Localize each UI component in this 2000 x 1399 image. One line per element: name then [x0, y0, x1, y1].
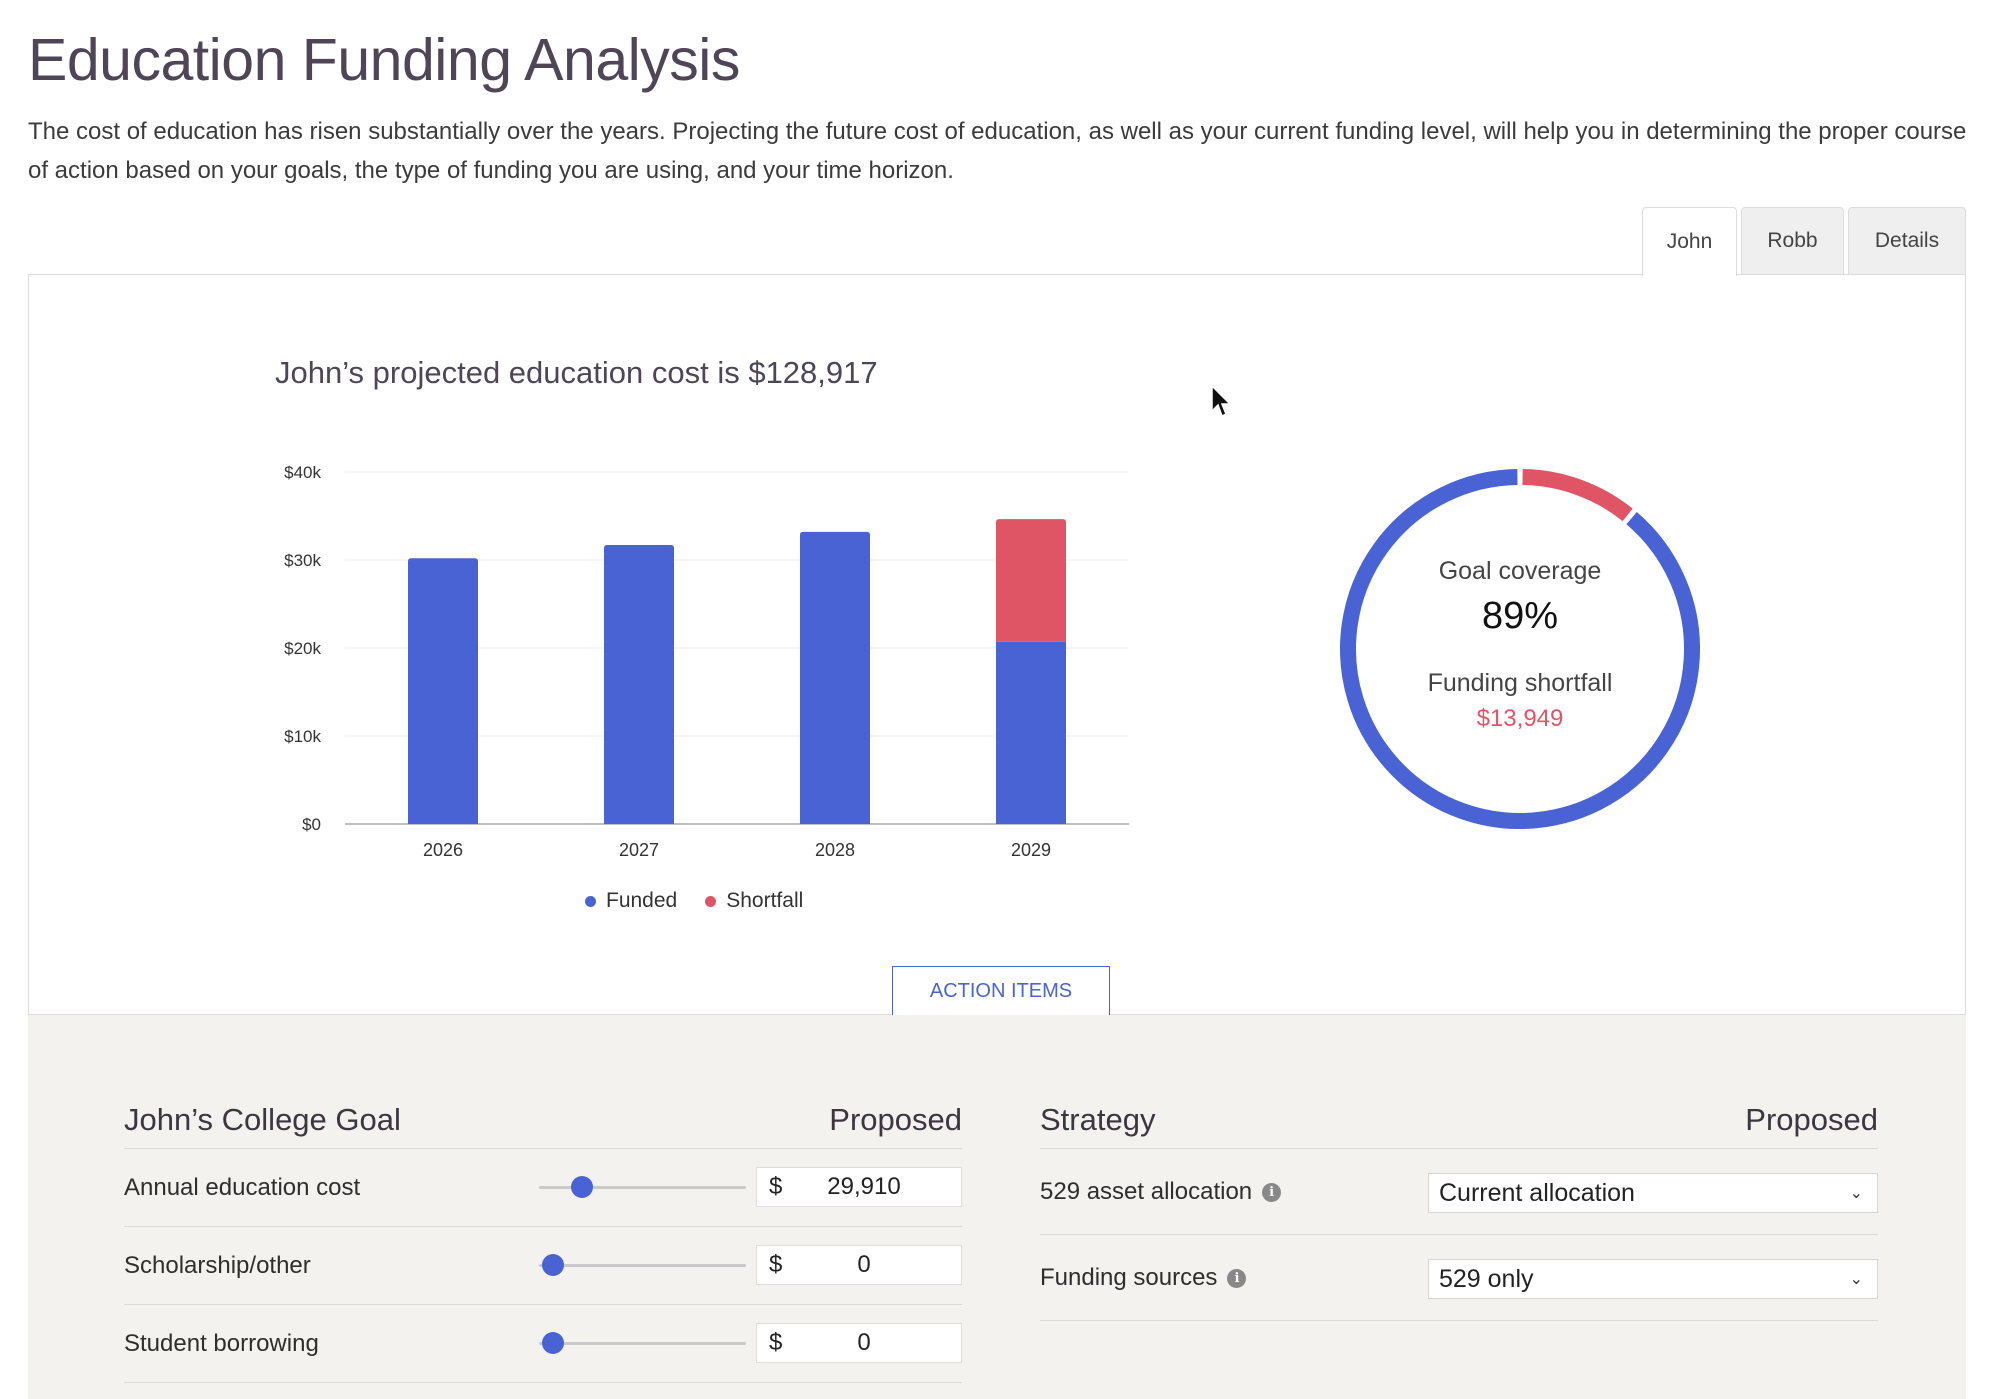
borrowing-slider-thumb[interactable] [542, 1332, 565, 1354]
cost-bar-chart: $0 $10k $20k $30k $40k 2026 2027 2028 2029 [284, 463, 1129, 860]
goal-coverage-label: Goal coverage [1438, 557, 1602, 585]
annual-cost-row: Annual education cost $ 29,910 [124, 1149, 962, 1227]
strategy-title: Strategy [1040, 1101, 1156, 1137]
settings-area: John’s College Goal Proposed Annual educ… [28, 1015, 1966, 1399]
mouse-cursor-icon [1211, 385, 1232, 418]
legend-label-funded: Funded [606, 889, 678, 912]
legend-item-funded: Funded [585, 889, 677, 913]
analysis-panel: John’s projected education cost is $128,… [28, 274, 1966, 1016]
borrowing-value[interactable]: 0 [857, 1329, 871, 1356]
y-tick-label: $0 [302, 815, 321, 834]
action-items-button[interactable]: ACTION ITEMS [892, 966, 1110, 1016]
x-tick-label: 2028 [815, 840, 855, 860]
y-tick-label: $20k [284, 639, 321, 658]
annual-cost-value[interactable]: 29,910 [827, 1173, 901, 1200]
strategy-proposed-header: Proposed [1745, 1101, 1878, 1137]
currency-symbol: $ [769, 1251, 783, 1278]
y-tick-label: $10k [284, 727, 321, 746]
college-goal-section: John’s College Goal Proposed Annual educ… [124, 1101, 962, 1383]
info-icon[interactable]: i [1227, 1268, 1247, 1288]
funding-sources-label: Funding sources i [1040, 1264, 1247, 1292]
y-tick-label: $40k [284, 463, 321, 482]
annual-cost-label: Annual education cost [124, 1173, 361, 1201]
funding-sources-row: Funding sources i 529 only ⌄ [1040, 1235, 1878, 1321]
legend-dot-funded [585, 895, 596, 907]
asset-allocation-label: 529 asset allocation i [1040, 1178, 1282, 1206]
asset-allocation-select[interactable]: Current allocation ⌄ [1428, 1173, 1878, 1213]
tab-details[interactable]: Details [1848, 207, 1966, 274]
scholarship-slider[interactable] [539, 1254, 746, 1276]
borrowing-row: Student borrowing $ 0 [124, 1305, 962, 1383]
borrowing-input[interactable]: $ 0 [756, 1323, 962, 1363]
borrowing-slider[interactable] [539, 1332, 746, 1354]
goal-coverage-donut: Goal coverage 89% Funding shortfall $13,… [1340, 469, 1700, 829]
donut-ring [1340, 469, 1700, 829]
chevron-down-icon: ⌄ [1849, 1185, 1863, 1202]
x-tick-label: 2029 [1011, 840, 1051, 860]
info-icon[interactable]: i [1262, 1182, 1282, 1202]
donut-funded-arc [1340, 469, 1700, 829]
funding-shortfall-value: $13,949 [1476, 705, 1564, 732]
scholarship-value[interactable]: 0 [857, 1251, 871, 1278]
scholarship-row: Scholarship/other $ 0 [124, 1227, 962, 1305]
child-tabs: John Robb Details [1638, 207, 1966, 276]
college-goal-title: John’s College Goal [124, 1101, 401, 1137]
asset-allocation-value: Current allocation [1439, 1178, 1635, 1207]
annual-cost-slider[interactable] [539, 1176, 746, 1198]
scholarship-input[interactable]: $ 0 [756, 1245, 962, 1285]
tab-robb[interactable]: Robb [1741, 207, 1844, 274]
legend-dot-shortfall [705, 895, 717, 907]
bar-funded-2026 [408, 558, 478, 824]
bar-funded-2028 [800, 531, 870, 824]
scholarship-label: Scholarship/other [124, 1251, 311, 1279]
bar-funded-2029 [996, 641, 1066, 824]
intro-text: The cost of education has risen substant… [28, 118, 1967, 184]
funding-sources-select[interactable]: 529 only ⌄ [1428, 1259, 1878, 1299]
y-tick-label: $30k [284, 551, 321, 570]
goal-coverage-value: 89% [1481, 595, 1559, 637]
x-tick-label: 2026 [423, 840, 463, 860]
legend-item-shortfall: Shortfall [705, 889, 803, 913]
funding-sources-value: 529 only [1439, 1264, 1534, 1293]
annual-cost-input[interactable]: $ 29,910 [756, 1167, 962, 1207]
chart-title: John’s projected education cost is $128,… [275, 355, 878, 390]
funding-shortfall-label: Funding shortfall [1427, 669, 1613, 697]
college-goal-proposed-header: Proposed [829, 1101, 962, 1137]
bar-funded-2027 [604, 545, 674, 824]
chart-legend: Funded Shortfall [585, 889, 803, 913]
donut-shortfall-arc [1522, 469, 1633, 522]
currency-symbol: $ [769, 1329, 783, 1356]
annual-cost-slider-thumb[interactable] [571, 1176, 594, 1198]
asset-allocation-row: 529 asset allocation i Current allocation… [1040, 1149, 1878, 1235]
strategy-section: Strategy Proposed 529 asset allocation i … [1040, 1101, 1878, 1321]
bar-shortfall-2029 [996, 519, 1066, 642]
x-tick-label: 2027 [619, 840, 659, 860]
borrowing-label: Student borrowing [124, 1329, 319, 1357]
tab-john[interactable]: John [1642, 207, 1737, 276]
legend-label-shortfall: Shortfall [726, 889, 804, 912]
scholarship-slider-thumb[interactable] [542, 1254, 565, 1276]
chevron-down-icon: ⌄ [1849, 1271, 1863, 1288]
currency-symbol: $ [769, 1173, 783, 1200]
page-title: Education Funding Analysis [28, 27, 740, 93]
